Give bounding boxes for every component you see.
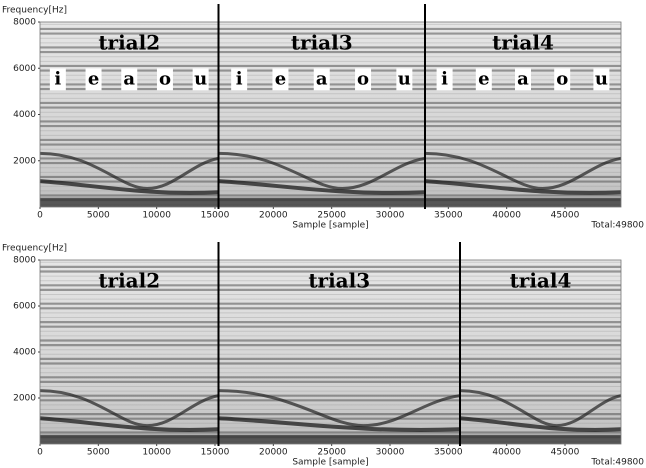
x-tick-label: 20000 [259,211,288,221]
x-tick-label: 40000 [492,448,521,458]
formant-curve [218,389,461,428]
vowel-box [121,68,138,91]
vowel-box [515,68,531,91]
vowel-label: a [316,68,328,89]
formant-curve [218,179,426,195]
x-tick-label: 30000 [376,211,405,221]
trial-label: trial2 [98,31,160,55]
y-axis-label: Frequency[Hz] [2,6,67,16]
trial-label: trial2 [98,269,160,293]
formant-curve [39,416,219,433]
vowel-box [231,68,248,91]
formant-curve [39,151,219,191]
x-tick-label: 10000 [142,448,171,458]
trial-label: trial3 [308,269,370,293]
formant-curve [218,416,461,433]
x-axis-label: Sample [sample] [292,221,368,231]
formant-curve [39,389,219,428]
formant-curve [459,389,622,428]
vowel-label: o [159,68,171,89]
x-tick-label: 20000 [259,448,288,458]
vowel-box [475,68,492,91]
vowel-box [313,68,330,91]
y-tick-label: 4000 [13,110,36,120]
vowel-box [593,68,610,91]
x-tick-label: 35000 [434,448,463,458]
y-tick-label: 6000 [13,64,36,74]
y-tick-label: 8000 [13,256,36,266]
x-axis-label: Sample [sample] [292,458,368,468]
x-tick-label: 45000 [551,448,580,458]
x-tick-label: 15000 [201,211,230,221]
x-tick-label: 30000 [376,448,405,458]
vowel-label: e [275,68,286,89]
spectrogram-image [39,22,622,207]
x-tick-label: 5000 [87,448,110,458]
total-label: Total:49800 [590,458,644,468]
vowel-label: e [478,68,489,89]
vowel-label: u [398,68,411,89]
y-tick-label: 8000 [13,18,36,28]
vowel-label: o [357,68,369,89]
low-band [40,197,621,207]
x-tick-label: 15000 [201,448,230,458]
y-tick-label: 2000 [13,156,36,166]
trial-label: trial4 [510,269,572,293]
vowel-label: a [517,68,529,89]
formant-curve [424,179,622,195]
x-tick-label: 25000 [317,448,346,458]
trial-label: trial3 [291,31,353,55]
vowel-box [355,68,372,91]
y-tick-label: 6000 [13,302,36,312]
vowel-label: i [54,68,61,89]
low-band [40,434,621,444]
x-tick-label: 25000 [317,211,346,221]
formant-curve [39,179,219,195]
vowel-box [49,68,66,91]
vowel-box [396,68,413,91]
spectrogram-image [39,260,622,444]
vowel-label: o [556,68,568,89]
formant-curve [218,151,426,191]
vowel-box [436,68,453,91]
trial-label: trial4 [492,31,554,55]
vowel-label: i [441,68,448,89]
vowel-box [156,68,173,91]
formant-curve [424,151,622,191]
x-tick-label: 5000 [87,211,110,221]
y-axis-label: Frequency[Hz] [2,244,67,254]
x-tick-label: 10000 [142,211,171,221]
x-tick-label: 0 [37,448,43,458]
vowel-label: e [88,68,99,89]
x-tick-label: 45000 [551,211,580,221]
vowel-box [554,68,571,91]
vowel-box [85,68,102,91]
vowel-box [192,68,209,91]
total-label: Total:49800 [590,221,644,231]
y-tick-label: 4000 [13,348,36,358]
x-tick-label: 40000 [492,211,521,221]
x-tick-label: 0 [37,211,43,221]
vowel-box [272,68,289,91]
formant-curve [459,416,622,433]
x-tick-label: 35000 [434,211,463,221]
vowel-label: a [123,68,135,89]
vowel-label: u [595,68,608,89]
vowel-label: i [236,68,243,89]
y-tick-label: 2000 [13,394,36,404]
vowel-label: u [194,68,207,89]
